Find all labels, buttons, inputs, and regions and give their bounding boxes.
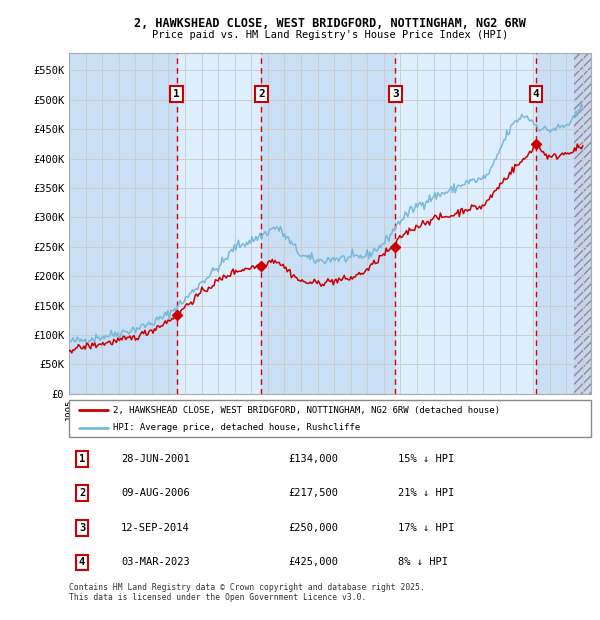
Text: 15% ↓ HPI: 15% ↓ HPI xyxy=(398,454,454,464)
Text: £134,000: £134,000 xyxy=(288,454,338,464)
Text: 2: 2 xyxy=(258,89,265,99)
Text: HPI: Average price, detached house, Rushcliffe: HPI: Average price, detached house, Rush… xyxy=(113,423,361,432)
Text: 3: 3 xyxy=(79,523,85,533)
Text: 1: 1 xyxy=(79,454,85,464)
Bar xyxy=(574,53,591,394)
Text: £250,000: £250,000 xyxy=(288,523,338,533)
Text: 4: 4 xyxy=(532,89,539,99)
Text: 12-SEP-2014: 12-SEP-2014 xyxy=(121,523,190,533)
Text: 8% ↓ HPI: 8% ↓ HPI xyxy=(398,557,448,567)
Text: 17% ↓ HPI: 17% ↓ HPI xyxy=(398,523,454,533)
Text: 21% ↓ HPI: 21% ↓ HPI xyxy=(398,489,454,498)
Text: 2, HAWKSHEAD CLOSE, WEST BRIDGFORD, NOTTINGHAM, NG2 6RW (detached house): 2, HAWKSHEAD CLOSE, WEST BRIDGFORD, NOTT… xyxy=(113,406,500,415)
Text: Price paid vs. HM Land Registry's House Price Index (HPI): Price paid vs. HM Land Registry's House … xyxy=(152,30,508,40)
Bar xyxy=(536,53,574,394)
Bar xyxy=(262,53,395,394)
Text: 2, HAWKSHEAD CLOSE, WEST BRIDGFORD, NOTTINGHAM, NG2 6RW: 2, HAWKSHEAD CLOSE, WEST BRIDGFORD, NOTT… xyxy=(134,17,526,30)
Text: 2: 2 xyxy=(79,489,85,498)
Text: £217,500: £217,500 xyxy=(288,489,338,498)
Text: 28-JUN-2001: 28-JUN-2001 xyxy=(121,454,190,464)
Text: £425,000: £425,000 xyxy=(288,557,338,567)
Text: 4: 4 xyxy=(79,557,85,567)
Bar xyxy=(69,53,176,394)
Text: 1: 1 xyxy=(173,89,180,99)
Text: 09-AUG-2006: 09-AUG-2006 xyxy=(121,489,190,498)
Text: 03-MAR-2023: 03-MAR-2023 xyxy=(121,557,190,567)
Text: 3: 3 xyxy=(392,89,399,99)
Text: Contains HM Land Registry data © Crown copyright and database right 2025.
This d: Contains HM Land Registry data © Crown c… xyxy=(69,583,425,602)
